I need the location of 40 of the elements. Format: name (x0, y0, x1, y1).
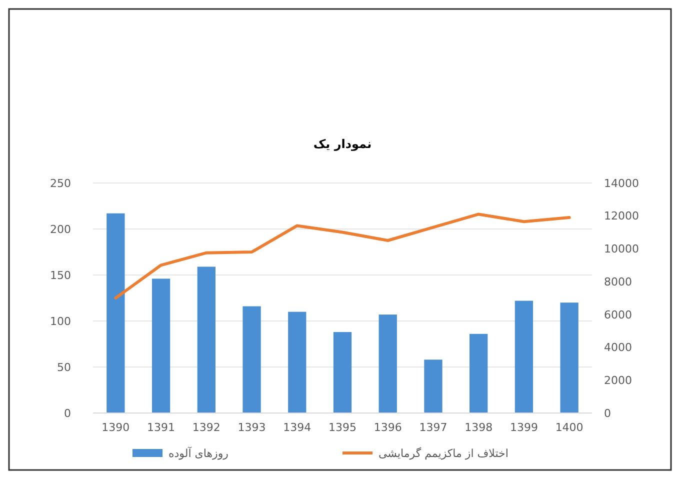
y-tick-label: 50 (57, 360, 71, 374)
bar (470, 334, 488, 413)
y2-tick-label: 14000 (604, 176, 639, 190)
y2-tick-label: 12000 (604, 210, 639, 223)
y2-tick-label: 10000 (604, 242, 639, 256)
x-tick-label: 1393 (238, 421, 266, 434)
x-tick-label: 1399 (510, 421, 538, 434)
y-tick-label: 200 (50, 222, 71, 236)
bar (378, 314, 397, 413)
bar (106, 213, 125, 413)
bar (333, 332, 352, 413)
y2-tick-label: 8000 (604, 275, 632, 288)
bar (424, 360, 442, 413)
chart-title: نمودار یک (313, 137, 372, 151)
x-tick-label: 1391 (147, 421, 176, 434)
bar (197, 266, 216, 413)
x-tick-label: 1390 (102, 421, 130, 434)
y-tick-label: 0 (64, 406, 71, 420)
y2-tick-label: 6000 (604, 308, 632, 322)
y2-tick-label: 4000 (604, 341, 632, 354)
x-tick-label: 1400 (555, 421, 584, 434)
y-tick-label: 100 (50, 314, 71, 328)
bar (514, 300, 534, 413)
x-tick-label: 1397 (419, 421, 448, 434)
line-series (114, 212, 571, 300)
x-tick-label: 1395 (328, 421, 356, 434)
x-tick-label: 1394 (283, 421, 312, 434)
legend-label: اختلاف از ماکزیمم گرمایشی (378, 446, 508, 460)
y-tick-label: 250 (50, 176, 71, 190)
legend-label: روزهای آلوده (168, 446, 228, 460)
bar (152, 278, 170, 413)
y2-tick-label: 2000 (604, 374, 632, 387)
x-tick-label: 1396 (374, 421, 402, 434)
x-tick-label: 1398 (464, 421, 493, 434)
x-tick-label: 1392 (192, 421, 220, 434)
bar (288, 312, 306, 413)
bar (242, 306, 261, 413)
y2-tick-label: 0 (604, 406, 611, 420)
y-tick-label: 150 (50, 268, 71, 282)
bar (560, 302, 578, 413)
